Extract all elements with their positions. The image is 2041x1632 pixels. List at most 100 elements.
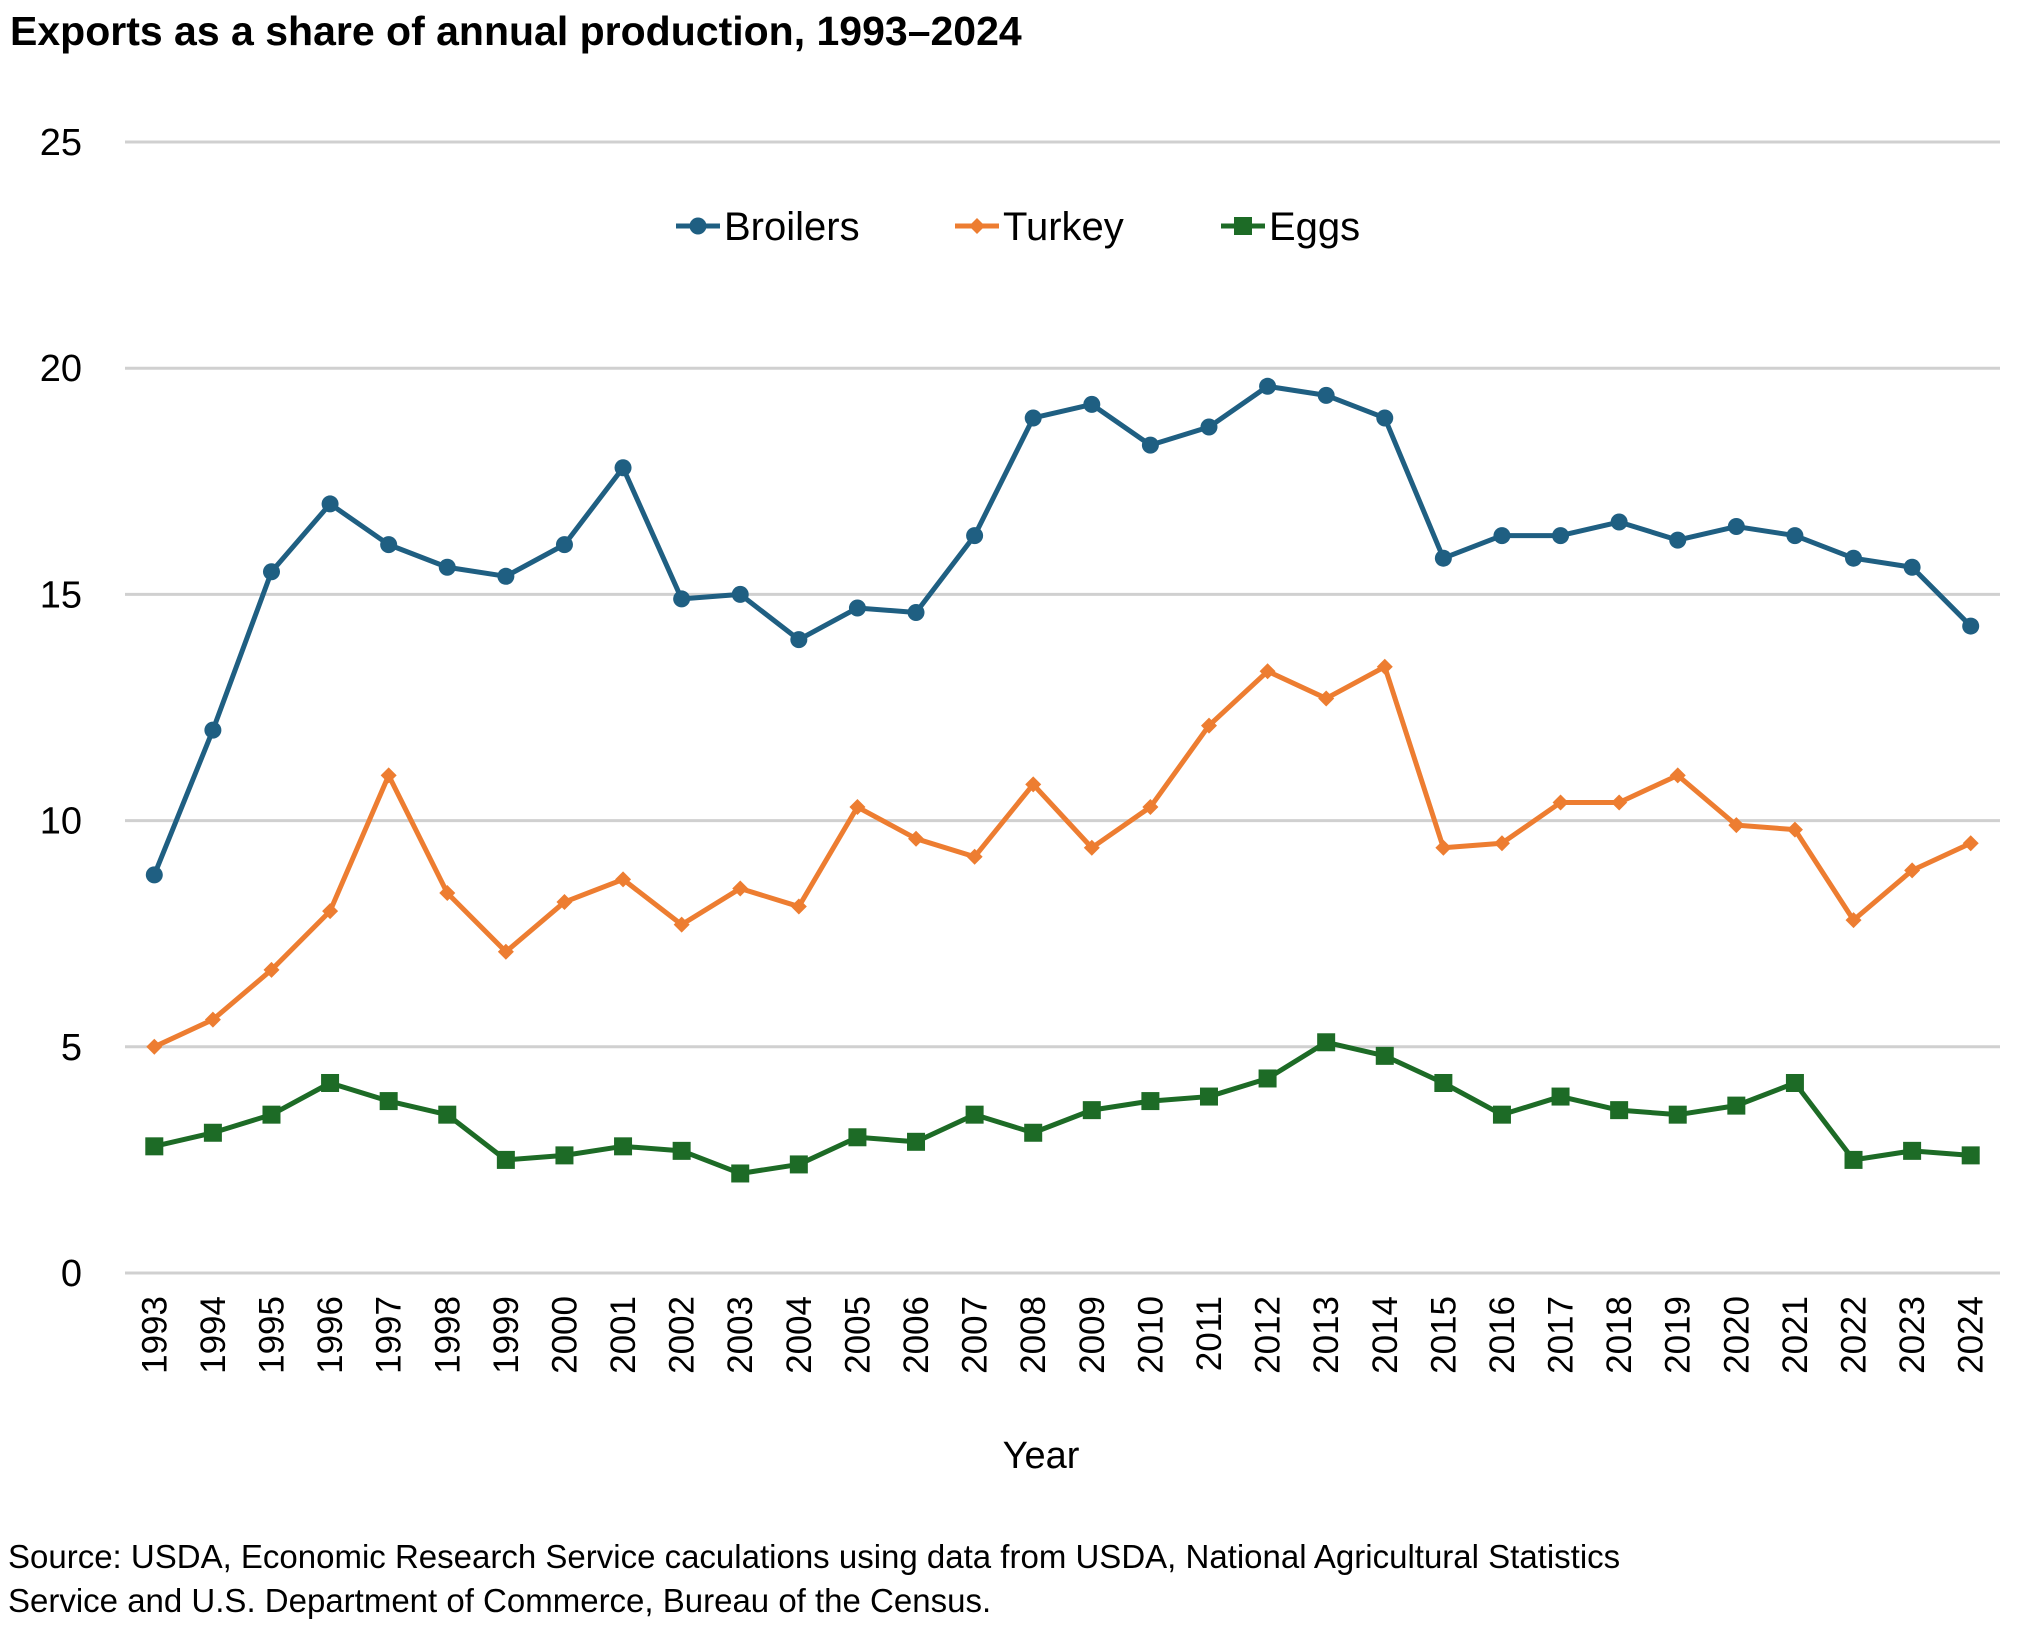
turkey-point bbox=[497, 943, 514, 960]
legend-marker-turkey bbox=[969, 218, 985, 234]
broilers-point bbox=[966, 527, 984, 545]
broilers-point bbox=[731, 585, 749, 603]
x-tick-label: 1999 bbox=[487, 1296, 526, 1374]
turkey-point bbox=[1435, 839, 1452, 856]
turkey-point bbox=[1376, 658, 1393, 675]
x-tick-label: 2011 bbox=[1190, 1296, 1229, 1371]
source-note-line-2: Service and U.S. Department of Commerce,… bbox=[8, 1582, 992, 1619]
eggs-line bbox=[153, 1039, 1971, 1176]
x-tick-label: 2002 bbox=[663, 1296, 702, 1374]
broilers-point bbox=[1962, 617, 1980, 635]
eggs-point bbox=[1141, 1092, 1160, 1111]
broilers-point bbox=[1786, 527, 1804, 545]
series-eggs bbox=[145, 1033, 1980, 1183]
eggs-point bbox=[1668, 1105, 1687, 1124]
x-tick-label: 2021 bbox=[1776, 1296, 1815, 1374]
broilers-point bbox=[1259, 377, 1277, 395]
eggs-point bbox=[262, 1105, 281, 1124]
eggs-point bbox=[1551, 1087, 1570, 1106]
gridlines bbox=[125, 140, 2000, 1275]
broilers-point bbox=[1610, 513, 1628, 531]
x-tick-label: 2023 bbox=[1893, 1296, 1932, 1374]
broilers-point bbox=[1083, 395, 1101, 413]
broilers-point bbox=[1141, 436, 1159, 454]
broilers-point bbox=[321, 495, 339, 513]
broilers-point bbox=[790, 631, 808, 649]
turkey-point bbox=[790, 898, 807, 915]
eggs-point bbox=[1258, 1069, 1277, 1088]
eggs-point bbox=[1317, 1033, 1336, 1052]
turkey-point bbox=[732, 880, 749, 897]
broilers-point bbox=[673, 590, 691, 608]
eggs-point bbox=[731, 1164, 750, 1183]
x-tick-label: 2004 bbox=[780, 1296, 819, 1374]
turkey-point bbox=[615, 871, 632, 888]
turkey-point bbox=[1493, 835, 1510, 852]
turkey-point bbox=[1962, 835, 1979, 852]
eggs-point bbox=[1375, 1046, 1394, 1065]
eggs-point bbox=[379, 1092, 398, 1111]
legend-item-broilers: Broilers bbox=[676, 205, 860, 249]
x-tick-label: 1997 bbox=[370, 1296, 409, 1374]
turkey-point bbox=[146, 1038, 163, 1055]
x-tick-label: 2022 bbox=[1835, 1296, 1874, 1374]
turkey-point bbox=[556, 894, 573, 911]
eggs-point bbox=[438, 1105, 457, 1124]
legend-label-eggs: Eggs bbox=[1269, 205, 1360, 249]
eggs-point bbox=[496, 1150, 515, 1169]
turkey-point bbox=[263, 961, 280, 978]
turkey-point bbox=[1318, 690, 1335, 707]
x-tick-label: 2020 bbox=[1717, 1296, 1756, 1374]
broilers-point bbox=[1552, 527, 1570, 545]
eggs-point bbox=[614, 1137, 633, 1156]
eggs-point bbox=[789, 1155, 808, 1174]
broilers-point bbox=[1903, 558, 1921, 576]
eggs-point bbox=[321, 1073, 340, 1092]
broilers-point bbox=[438, 558, 456, 576]
x-tick-label: 2006 bbox=[897, 1296, 936, 1374]
legend: Broilers Turkey Eggs bbox=[676, 205, 1360, 249]
legend-label-turkey: Turkey bbox=[1003, 205, 1124, 249]
broilers-point bbox=[1376, 409, 1394, 427]
turkey-point bbox=[1669, 767, 1686, 784]
eggs-point bbox=[1199, 1087, 1218, 1106]
eggs-point bbox=[848, 1128, 867, 1147]
broilers-line bbox=[151, 383, 1973, 876]
turkey-point bbox=[439, 884, 456, 901]
eggs-point bbox=[1024, 1123, 1043, 1142]
x-tick-label: 2009 bbox=[1073, 1296, 1112, 1374]
y-tick-label: 20 bbox=[40, 348, 82, 390]
x-tick-label: 2015 bbox=[1424, 1296, 1463, 1374]
turkey-point bbox=[204, 1011, 221, 1028]
broilers-point bbox=[907, 603, 925, 621]
broilers-point bbox=[1200, 418, 1218, 436]
turkey-point bbox=[1904, 862, 1921, 879]
broilers-point bbox=[204, 721, 222, 739]
x-tick-label: 2001 bbox=[604, 1296, 643, 1374]
x-tick-label: 1993 bbox=[135, 1296, 174, 1374]
x-tick-label: 1998 bbox=[428, 1296, 467, 1374]
broilers-point bbox=[1727, 518, 1745, 536]
x-axis-tick-labels: 1993 1994 1995 1996 1997 1998 1999 2000 2001 2002… bbox=[135, 1296, 1990, 1374]
eggs-point bbox=[1903, 1141, 1922, 1160]
source-note-line-1: Source: USDA, Economic Research Service … bbox=[8, 1538, 1621, 1575]
eggs-point bbox=[203, 1123, 222, 1142]
broilers-point bbox=[1434, 549, 1452, 567]
legend-marker-eggs bbox=[1234, 217, 1252, 235]
turkey-point bbox=[1083, 839, 1100, 856]
x-tick-label: 2019 bbox=[1659, 1296, 1698, 1374]
x-tick-label: 2005 bbox=[838, 1296, 877, 1374]
legend-item-turkey: Turkey bbox=[955, 205, 1124, 249]
turkey-point bbox=[849, 799, 866, 816]
series-turkey bbox=[146, 658, 1979, 1055]
eggs-point bbox=[672, 1141, 691, 1160]
legend-marker-broilers bbox=[689, 217, 707, 235]
broilers-point bbox=[848, 599, 866, 617]
broilers-point bbox=[262, 563, 280, 581]
y-tick-label: 10 bbox=[40, 801, 82, 843]
y-tick-label: 25 bbox=[40, 122, 82, 164]
y-axis-tick-labels: 0 5 10 15 20 25 bbox=[40, 122, 82, 1295]
eggs-point bbox=[1434, 1073, 1453, 1092]
turkey-point bbox=[673, 916, 690, 933]
broilers-point bbox=[145, 866, 163, 884]
